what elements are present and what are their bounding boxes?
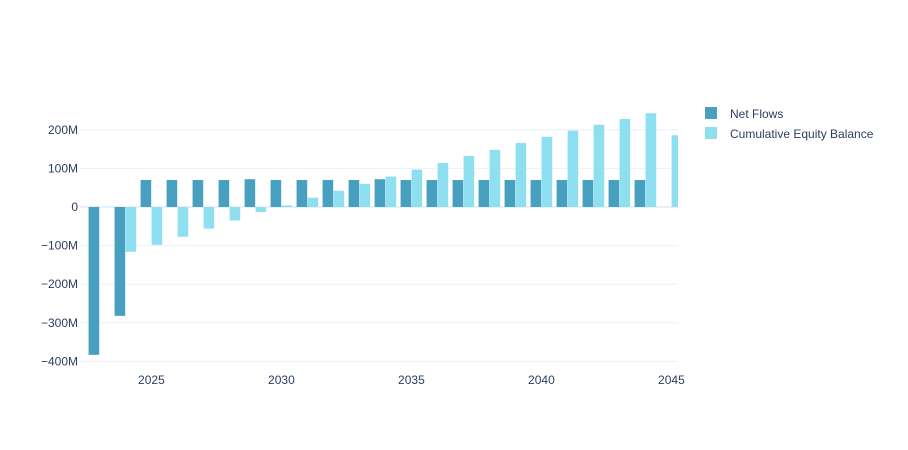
legend-item-net-flows[interactable]: Net Flows <box>705 107 783 121</box>
bar-cumulative-equity-balance-2030[interactable] <box>281 205 293 207</box>
bar-net-flows-2038[interactable] <box>478 179 490 207</box>
x-tick-label: 2045 <box>658 373 685 387</box>
x-tick-label: 2025 <box>138 373 165 387</box>
y-tick-label: −300M <box>41 316 78 330</box>
bar-net-flows-2037[interactable] <box>452 179 464 207</box>
x-tick-label: 2040 <box>528 373 555 387</box>
bar-cumulative-equity-balance-2031[interactable] <box>307 197 319 207</box>
bar-net-flows-2034[interactable] <box>374 179 386 207</box>
bar-net-flows-2024[interactable] <box>114 207 126 316</box>
x-tick-label: 2035 <box>398 373 425 387</box>
legend-swatch-net-flows <box>705 107 717 119</box>
bar-net-flows-2032[interactable] <box>322 179 334 207</box>
x-axis-ticks: 2025 2030 2035 2040 2045 <box>138 373 685 387</box>
bar-net-flows-2023[interactable] <box>88 207 100 355</box>
bar-net-flows-2040[interactable] <box>530 179 542 207</box>
bar-cumulative-equity-balance-2041[interactable] <box>567 130 579 207</box>
bar-cumulative-equity-balance-2042[interactable] <box>593 124 605 207</box>
bar-cumulative-equity-balance-2024[interactable] <box>125 207 137 252</box>
bar-cumulative-equity-balance-2027[interactable] <box>203 207 215 229</box>
bar-net-flows-2043[interactable] <box>608 179 620 207</box>
bar-net-flows-2030[interactable] <box>270 179 282 207</box>
bar-cumulative-equity-balance-2045[interactable] <box>671 135 683 207</box>
bar-net-flows-2033[interactable] <box>348 179 360 207</box>
bar-net-flows-2025[interactable] <box>140 179 152 207</box>
bar-net-flows-2041[interactable] <box>556 179 568 207</box>
bar-cumulative-equity-balance-2025[interactable] <box>151 207 163 245</box>
legend-swatch-cumulative-equity-balance <box>705 127 717 139</box>
bar-cumulative-equity-balance-2044[interactable] <box>645 113 657 207</box>
bar-cumulative-equity-balance-2043[interactable] <box>619 118 631 207</box>
bar-net-flows-2031[interactable] <box>296 179 308 207</box>
y-tick-label: −200M <box>41 277 78 291</box>
bar-net-flows-2027[interactable] <box>192 179 204 207</box>
bar-cumulative-equity-balance-2029[interactable] <box>255 207 267 213</box>
bar-net-flows-2042[interactable] <box>582 179 594 207</box>
bars <box>88 113 683 355</box>
bar-net-flows-2035[interactable] <box>400 179 412 207</box>
bar-cumulative-equity-balance-2034[interactable] <box>385 176 397 207</box>
legend: Net Flows Cumulative Equity Balance <box>705 107 874 141</box>
legend-label-cumulative-equity-balance: Cumulative Equity Balance <box>730 127 874 141</box>
y-tick-label: 0 <box>71 200 78 214</box>
y-tick-label: −400M <box>41 354 78 368</box>
bar-cumulative-equity-balance-2038[interactable] <box>489 149 501 207</box>
legend-item-cumulative-equity-balance[interactable]: Cumulative Equity Balance <box>705 127 874 141</box>
bar-cumulative-equity-balance-2032[interactable] <box>333 190 345 207</box>
bar-cumulative-equity-balance-2037[interactable] <box>463 156 475 207</box>
gridlines <box>80 129 678 362</box>
bar-net-flows-2044[interactable] <box>634 179 646 207</box>
bar-cumulative-equity-balance-2036[interactable] <box>437 163 449 207</box>
legend-label-net-flows: Net Flows <box>730 107 783 121</box>
y-tick-label: 200M <box>48 123 78 137</box>
bar-net-flows-2026[interactable] <box>166 179 178 207</box>
bar-net-flows-2028[interactable] <box>218 179 230 207</box>
bar-cumulative-equity-balance-2026[interactable] <box>177 207 189 237</box>
bar-cumulative-equity-balance-2033[interactable] <box>359 183 371 207</box>
bar-net-flows-2039[interactable] <box>504 179 516 207</box>
x-tick-label: 2030 <box>268 373 295 387</box>
bar-cumulative-equity-balance-2039[interactable] <box>515 142 527 207</box>
y-tick-label: −100M <box>41 239 78 253</box>
bar-cumulative-equity-balance-2040[interactable] <box>541 136 553 207</box>
bar-net-flows-2029[interactable] <box>244 179 256 207</box>
bar-cumulative-equity-balance-2035[interactable] <box>411 169 423 207</box>
bar-net-flows-2036[interactable] <box>426 179 438 207</box>
y-tick-label: 100M <box>48 161 78 175</box>
y-axis-ticks: 200M 100M 0 −100M −200M −300M −400M <box>41 123 78 369</box>
bar-cumulative-equity-balance-2028[interactable] <box>229 207 241 221</box>
